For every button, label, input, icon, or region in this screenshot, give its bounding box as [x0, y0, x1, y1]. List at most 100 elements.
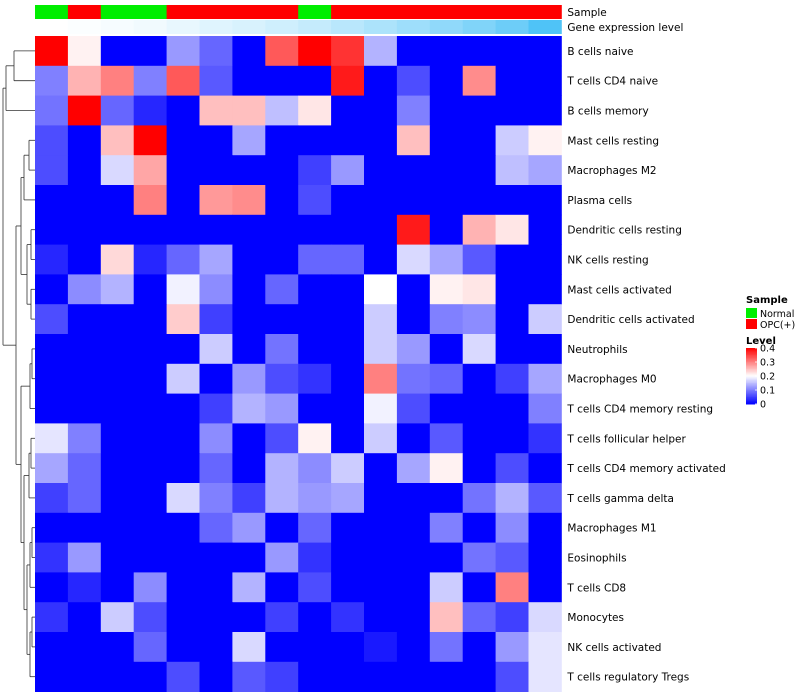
- heatmap-cell: [35, 65, 69, 96]
- heatmap-cell: [528, 542, 562, 573]
- heatmap-cell: [100, 185, 135, 216]
- heatmap-cell: [67, 65, 102, 96]
- heatmap-cell: [396, 334, 431, 365]
- heatmap-cell: [495, 304, 529, 335]
- gene-expression-annotation-cell: [462, 20, 496, 34]
- heatmap-cell: [67, 602, 102, 633]
- heatmap-cell: [35, 542, 69, 573]
- heatmap-cell: [331, 95, 365, 126]
- heatmap-cell: [67, 423, 102, 454]
- legend-colorbar-segment: [746, 360, 757, 363]
- gene-expression-annotation-cell: [429, 20, 464, 34]
- heatmap-cell: [331, 36, 365, 67]
- heatmap-cell: [528, 602, 562, 633]
- heatmap-cell: [35, 453, 69, 484]
- heatmap-cell: [166, 602, 200, 633]
- row-label: Neutrophils: [567, 344, 627, 356]
- heatmap-cell: [462, 483, 496, 514]
- heatmap-cell: [528, 214, 562, 245]
- heatmap-cell: [133, 363, 167, 394]
- heatmap-cell: [528, 244, 562, 275]
- legend-colorbar-segment: [746, 378, 757, 381]
- legend-colorbar-segment: [746, 373, 757, 376]
- heatmap-cell: [429, 632, 464, 663]
- heatmap-cell: [495, 453, 529, 484]
- gene-expression-annotation-cell: [528, 20, 562, 34]
- heatmap-cell: [199, 483, 233, 514]
- sample-annotation-cell: [429, 5, 464, 19]
- heatmap-cell: [100, 125, 135, 156]
- heatmap-cell: [67, 572, 102, 603]
- heatmap-cell: [133, 632, 167, 663]
- heatmap-cell: [166, 453, 200, 484]
- heatmap-cell: [495, 512, 529, 543]
- heatmap-cell: [364, 423, 398, 454]
- heatmap-cell: [133, 214, 167, 245]
- row-label: T cells CD4 naive: [566, 76, 658, 88]
- heatmap-cell: [199, 95, 233, 126]
- heatmap-cell: [331, 244, 365, 275]
- heatmap-cell: [232, 572, 266, 603]
- heatmap-cell: [265, 602, 299, 633]
- heatmap-cell: [495, 185, 529, 216]
- sample-annotation-cell: [232, 5, 266, 19]
- heatmap-cell: [298, 512, 332, 543]
- legend-swatch: [746, 319, 757, 329]
- heatmap-cell: [462, 304, 496, 335]
- row-label: B cells memory: [567, 106, 648, 118]
- row-label: T cells follicular helper: [566, 433, 686, 445]
- heatmap-cell: [199, 602, 233, 633]
- heatmap-cell: [166, 363, 200, 394]
- heatmap-cell: [133, 304, 167, 335]
- heatmap-cell: [429, 36, 464, 67]
- row-label: T cells CD4 memory activated: [566, 463, 725, 475]
- sample-annotation-cell: [35, 5, 69, 19]
- heatmap-cell: [100, 95, 135, 126]
- heatmap-cell: [528, 483, 562, 514]
- heatmap-cell: [166, 483, 200, 514]
- heatmap-cell: [528, 36, 562, 67]
- heatmap-cell: [364, 393, 398, 424]
- heatmap-cell: [232, 274, 266, 305]
- heatmap-cell: [364, 632, 398, 663]
- heatmap-cell: [67, 363, 102, 394]
- sample-annotation-cell: [331, 5, 365, 19]
- row-label: Dendritic cells resting: [567, 225, 682, 237]
- heatmap-cell: [199, 542, 233, 573]
- heatmap-cell: [100, 334, 135, 365]
- heatmap-cell: [35, 274, 69, 305]
- heatmap-cell: [462, 363, 496, 394]
- heatmap-cell: [35, 36, 69, 67]
- heatmap-cell: [133, 155, 167, 186]
- heatmap-cell: [495, 632, 529, 663]
- heatmap-cell: [199, 453, 233, 484]
- heatmap-cell: [265, 36, 299, 67]
- heatmap-cell: [35, 155, 69, 186]
- heatmap-cell: [528, 95, 562, 126]
- heatmap-cell: [298, 334, 332, 365]
- heatmap-cell: [495, 602, 529, 633]
- heatmap-cell: [133, 661, 167, 692]
- heatmap-cell: [166, 274, 200, 305]
- legend-colorbar-segment: [746, 357, 757, 360]
- heatmap-cell: [298, 155, 332, 186]
- heatmap-cell: [67, 453, 102, 484]
- heatmap-cell: [462, 393, 496, 424]
- heatmap-cell: [364, 65, 398, 96]
- row-label: Macrophages M0: [567, 374, 656, 386]
- heatmap-cell: [67, 125, 102, 156]
- heatmap-cell: [166, 65, 200, 96]
- heatmap-cell: [265, 65, 299, 96]
- heatmap-cell: [100, 602, 135, 633]
- heatmap-cell: [133, 512, 167, 543]
- legend-colorbar-segment: [746, 401, 757, 404]
- heatmap-cell: [35, 185, 69, 216]
- heatmap-cell: [495, 423, 529, 454]
- heatmap-cell: [364, 304, 398, 335]
- heatmap-cell: [396, 304, 431, 335]
- sample-annotation-cell: [528, 5, 562, 19]
- heatmap-cell: [265, 423, 299, 454]
- heatmap-cell: [396, 125, 431, 156]
- legend-colorbar-segment: [746, 398, 757, 401]
- heatmap-cell: [396, 453, 431, 484]
